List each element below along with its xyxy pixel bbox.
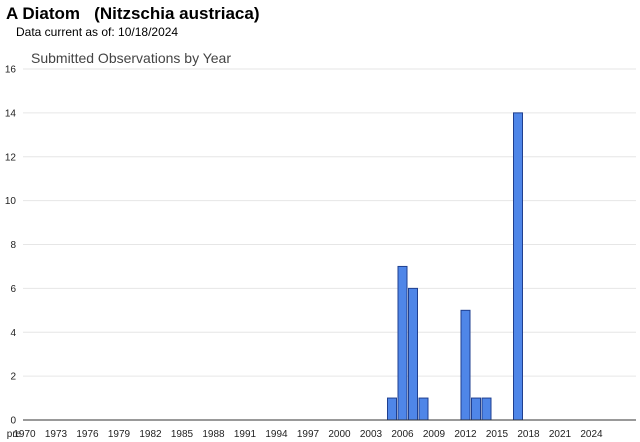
x-tick-label: pre [7,429,22,440]
bar-2013 [471,397,481,421]
x-tick-label: 2006 [391,429,414,440]
x-tick-label: 1997 [297,429,320,440]
bar-2014 [481,397,492,421]
x-tick-label: 1970 [13,429,36,440]
y-tick-label: 16 [5,65,17,76]
x-tick-label: 2021 [549,429,572,440]
x-tick-label: 2012 [454,429,477,440]
y-tick-label: 8 [10,240,16,251]
x-tick-label: 1976 [76,429,99,440]
x-tick-label: 1985 [171,429,194,440]
chart-gridlines [23,68,636,377]
chart-bars [387,112,523,421]
chart-title: Submitted Observations by Year [31,50,231,66]
bar-2007 [408,287,418,421]
page-title: A Diatom (Nitzschia austriaca) [6,4,260,23]
x-tick-label: 2018 [517,429,540,440]
y-tick-label: 14 [5,108,17,119]
y-tick-label: 6 [10,284,16,295]
x-tick-label: 2024 [580,429,603,440]
bar-2012 [460,309,471,421]
x-tick-label: 1982 [139,429,162,440]
y-axis-ticks: 0 2 4 6 8 10 12 14 16 [5,65,17,427]
x-tick-label: 2003 [360,429,383,440]
y-tick-label: 0 [10,416,16,427]
x-tick-label: 1979 [108,429,131,440]
x-tick-label: 2009 [423,429,446,440]
x-tick-label: 2000 [328,429,351,440]
bar-2017 [513,112,523,421]
bar-2006 [397,265,408,421]
data-current-label: Data current as of: 10/18/2024 [16,25,179,39]
y-tick-label: 10 [5,196,17,207]
x-tick-label: 1991 [234,429,257,440]
x-tick-label: 1994 [265,429,288,440]
bar-2008 [418,397,429,421]
y-tick-label: 2 [10,372,16,383]
bar-2005 [387,397,397,421]
x-tick-label: 2015 [486,429,509,440]
y-tick-label: 12 [5,152,17,163]
x-tick-label: 1988 [202,429,225,440]
y-tick-label: 4 [10,328,16,339]
x-tick-label: 1973 [45,429,68,440]
